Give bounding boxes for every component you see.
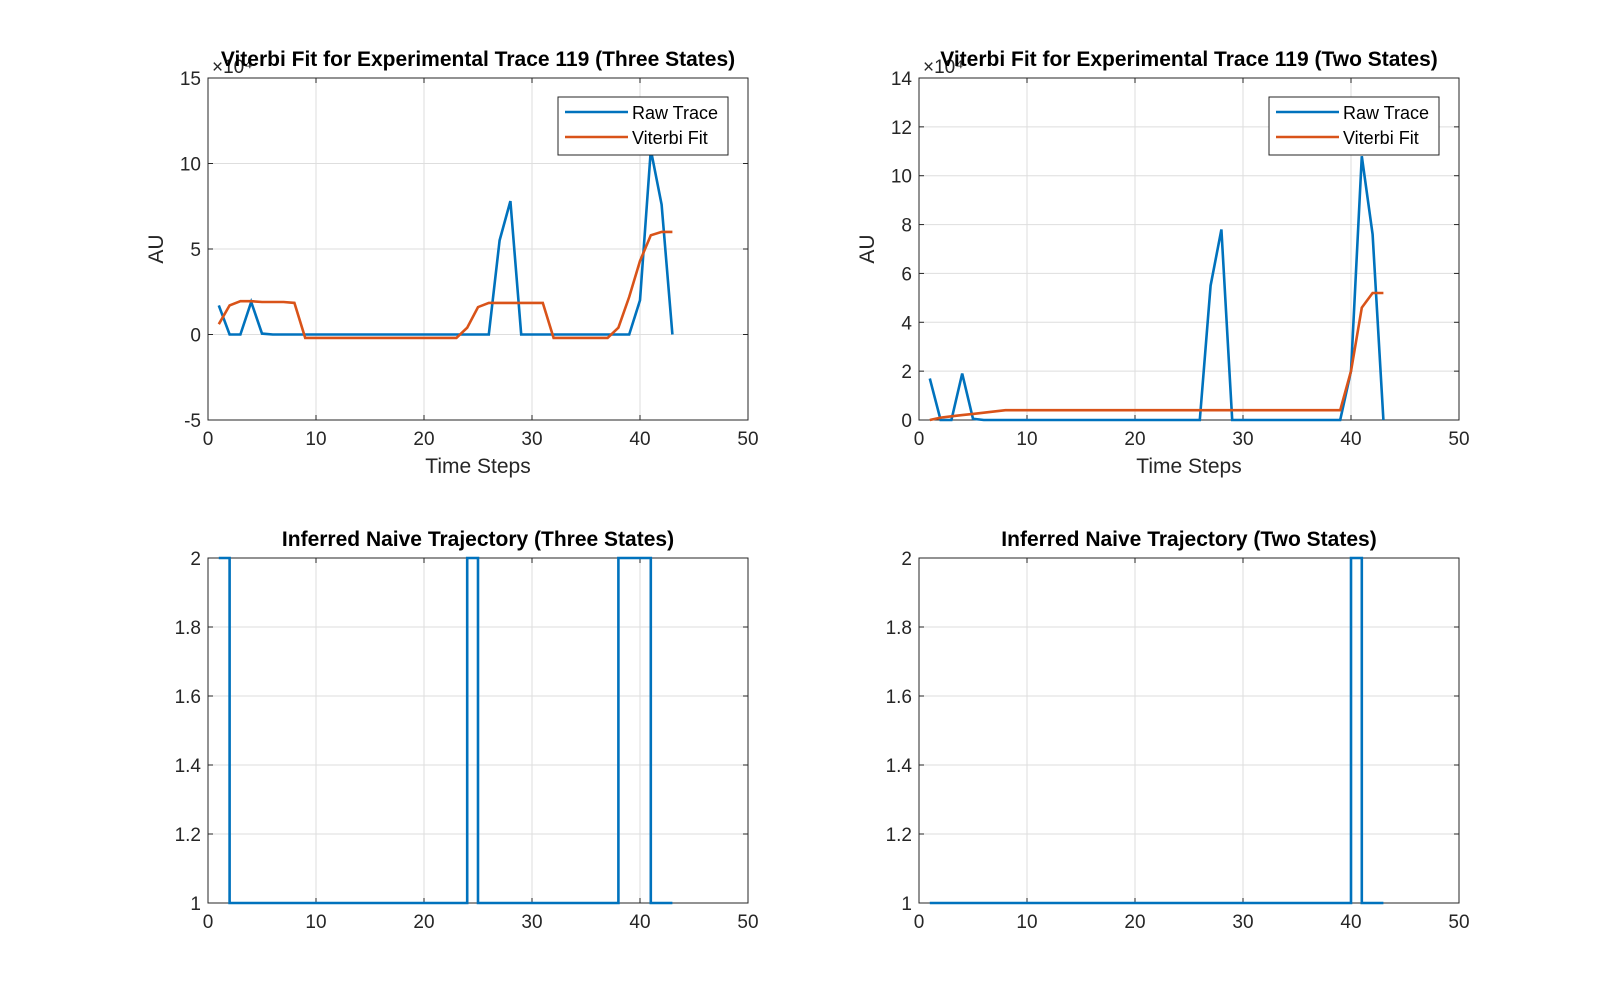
legend-box bbox=[1268, 96, 1440, 156]
x-tick-label: 30 bbox=[1232, 912, 1253, 933]
y-tick-label: 0 bbox=[190, 326, 201, 347]
series-line-raw-trace bbox=[928, 156, 1385, 422]
x-tick-label: 10 bbox=[305, 912, 326, 933]
x-tick-label: 50 bbox=[1448, 912, 1469, 933]
x-tick-label: 10 bbox=[305, 429, 326, 450]
x-tick-label: 10 bbox=[1016, 429, 1037, 450]
x-tick-label: 10 bbox=[1016, 912, 1037, 933]
series-line bbox=[929, 556, 1384, 905]
x-tick-label: 0 bbox=[203, 912, 214, 933]
legend-label: Viterbi Fit bbox=[632, 128, 708, 148]
chart-title: Inferred Naive Trajectory (Three States) bbox=[282, 528, 674, 551]
x-tick-label: 0 bbox=[203, 429, 214, 450]
y-tick-label: 2 bbox=[901, 549, 912, 570]
x-tick-label: 40 bbox=[1340, 429, 1361, 450]
x-tick-label: 0 bbox=[914, 912, 925, 933]
series-line-viterbi-fit bbox=[929, 291, 1384, 422]
y-tick-label: 14 bbox=[891, 69, 913, 90]
legend-label: Raw Trace bbox=[1343, 103, 1429, 123]
y-tick-label: 10 bbox=[180, 155, 201, 176]
legend: Raw Trace Viterbi Fit bbox=[557, 96, 729, 156]
x-tick-label: 20 bbox=[1124, 912, 1145, 933]
y-tick-label: 1.2 bbox=[886, 825, 912, 846]
x-tick-label: 50 bbox=[737, 912, 758, 933]
axes-background bbox=[919, 558, 1459, 903]
series-line-raw-trace bbox=[217, 149, 674, 336]
y-tick-label: 1 bbox=[901, 894, 912, 915]
x-tick-label: 0 bbox=[914, 429, 925, 450]
series-line bbox=[218, 556, 673, 905]
y-tick-label: 1.6 bbox=[175, 687, 201, 708]
y-tick-label: 1.4 bbox=[175, 756, 202, 777]
x-tick-label: 20 bbox=[413, 429, 434, 450]
y-tick-label: 1.8 bbox=[886, 618, 912, 639]
y-tick-label: 0 bbox=[901, 411, 912, 432]
chart-title: Viterbi Fit for Experimental Trace 119 (… bbox=[940, 48, 1438, 71]
x-tick-label: 30 bbox=[521, 912, 542, 933]
x-tick-label: 40 bbox=[629, 912, 650, 933]
legend-box bbox=[557, 96, 729, 156]
x-axis-label: Time Steps bbox=[1136, 455, 1241, 478]
y-tick-label: 1.4 bbox=[886, 756, 913, 777]
x-tick-label: 20 bbox=[1124, 429, 1145, 450]
series-line-viterbi-fit bbox=[217, 230, 673, 340]
x-tick-label: 50 bbox=[737, 429, 758, 450]
y-tick-label: 6 bbox=[901, 264, 912, 285]
legend: Raw Trace Viterbi Fit bbox=[1268, 96, 1440, 156]
y-axis-label: AU bbox=[856, 234, 879, 263]
y-tick-label: 2 bbox=[901, 362, 912, 383]
y-tick-label: 2 bbox=[190, 549, 201, 570]
legend-label: Raw Trace bbox=[632, 103, 718, 123]
y-tick-label: 8 bbox=[901, 216, 912, 237]
chart-title: Viterbi Fit for Experimental Trace 119 (… bbox=[221, 48, 735, 71]
x-axis-label: Time Steps bbox=[425, 455, 530, 478]
y-axis-label: AU bbox=[145, 234, 168, 263]
y-exponent-label: ×10⁴ bbox=[923, 57, 963, 78]
y-tick-label: 15 bbox=[180, 69, 201, 90]
y-tick-label: 1.2 bbox=[175, 825, 201, 846]
y-tick-label: 1 bbox=[190, 894, 201, 915]
y-tick-label: 4 bbox=[901, 313, 912, 334]
x-tick-label: 30 bbox=[521, 429, 542, 450]
y-exponent-label: ×10⁴ bbox=[212, 57, 252, 78]
legend-label: Viterbi Fit bbox=[1343, 128, 1419, 148]
chart-title: Inferred Naive Trajectory (Two States) bbox=[1001, 528, 1376, 551]
y-tick-label: 1.6 bbox=[886, 687, 912, 708]
subplot-4: 0 10 20 30 40 50 1 1.2 1.4 1.6 1.8 2 Inferred Naive … bbox=[886, 528, 1470, 933]
x-tick-label: 30 bbox=[1232, 429, 1253, 450]
x-tick-label: 40 bbox=[629, 429, 650, 450]
subplot-3: 0 10 20 30 40 50 1 1.2 1.4 1.6 1.8 2 Inferred Naive … bbox=[175, 528, 759, 933]
x-tick-label: 40 bbox=[1340, 912, 1361, 933]
y-tick-label: 5 bbox=[190, 240, 201, 261]
x-tick-label: 50 bbox=[1448, 429, 1469, 450]
y-tick-label: -5 bbox=[184, 411, 201, 432]
y-tick-label: 1.8 bbox=[175, 618, 201, 639]
x-tick-label: 20 bbox=[413, 912, 434, 933]
y-tick-label: 10 bbox=[891, 167, 912, 188]
y-tick-label: 12 bbox=[891, 118, 912, 139]
